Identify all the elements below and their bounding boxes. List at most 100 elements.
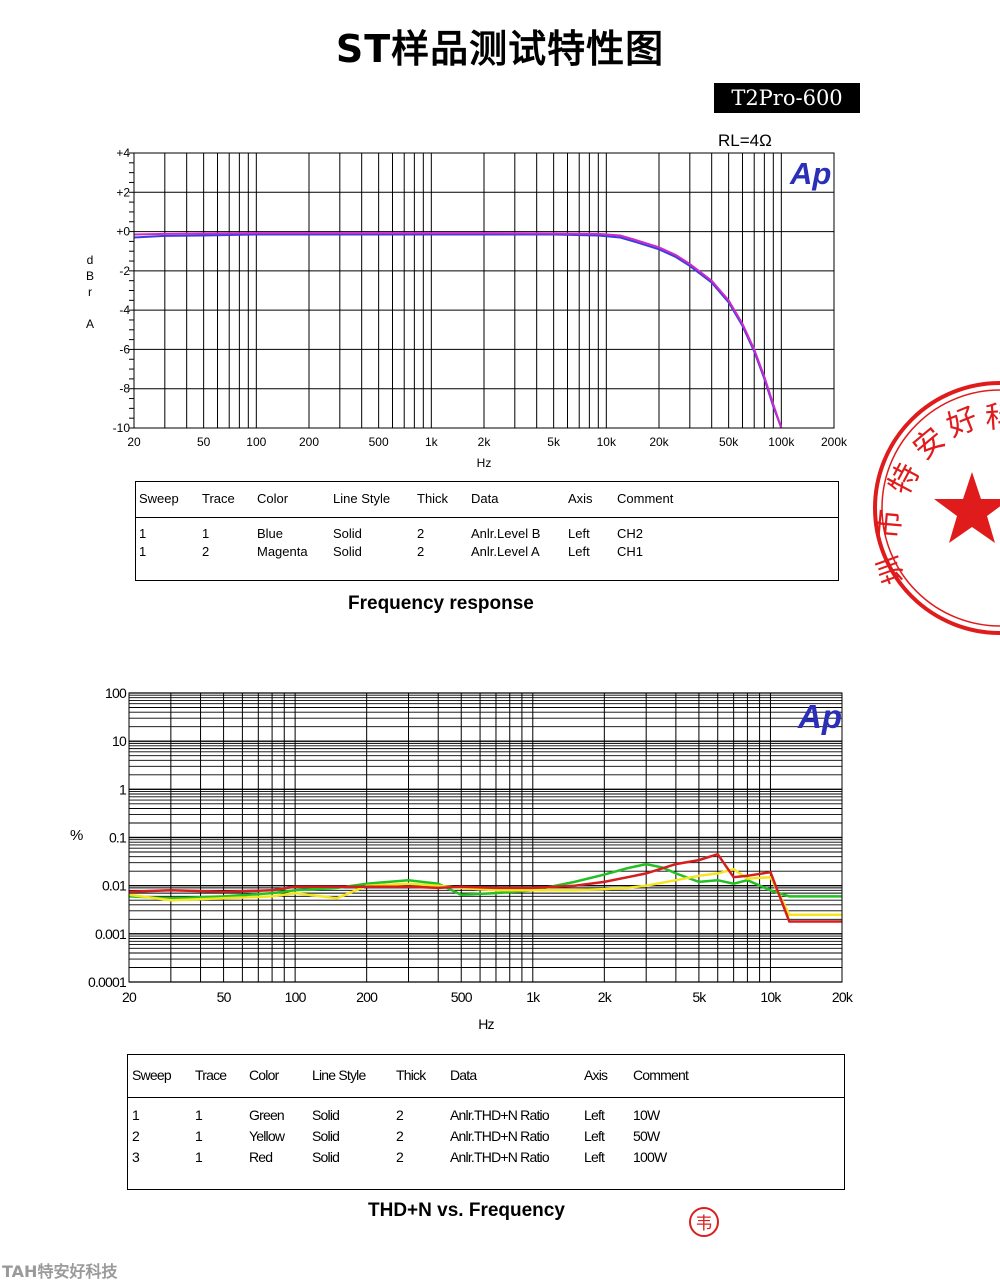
thd-x-axis-label: Hz bbox=[478, 1016, 494, 1032]
thd-x-tick-label: 1k bbox=[526, 989, 541, 1005]
thd-series-line-50w bbox=[128, 867, 842, 916]
fr-y-tick-label: -2 bbox=[119, 264, 130, 278]
thd-y-tick-label: 10 bbox=[112, 733, 127, 749]
fr-x-tick-label: 1k bbox=[425, 435, 439, 449]
fr-legend-header: Axis bbox=[568, 491, 593, 506]
thd-legend-header: Trace bbox=[195, 1067, 227, 1083]
fr-legend-cell: 2 bbox=[202, 544, 210, 559]
seal-star-icon bbox=[934, 472, 1000, 543]
thd-y-tick-label: 1 bbox=[119, 781, 127, 797]
thd-legend-cell: Left bbox=[584, 1107, 605, 1123]
thd-x-tick-label: 5k bbox=[692, 989, 707, 1005]
thd-legend-header: Line Style bbox=[312, 1067, 366, 1083]
thd-x-tick-label: 500 bbox=[451, 989, 473, 1005]
small-seal: 韦 bbox=[689, 1207, 719, 1237]
fr-legend-header: Color bbox=[257, 491, 289, 506]
seal-char: 特 bbox=[882, 458, 927, 501]
thd-legend-header: Comment bbox=[633, 1067, 689, 1083]
thd-legend-cell: Left bbox=[584, 1149, 605, 1165]
seal-char: 好 bbox=[942, 401, 983, 445]
thd-legend-cell: 1 bbox=[195, 1128, 203, 1144]
thd-legend-cell: Yellow bbox=[249, 1128, 285, 1144]
thd-x-tick-label: 100 bbox=[285, 989, 307, 1005]
seal-char: 圳 bbox=[871, 551, 912, 589]
page-title: ST样品测试特性图 bbox=[335, 27, 665, 71]
thd-legend-cell: 2 bbox=[396, 1149, 404, 1165]
thd-x-tick-label: 2k bbox=[598, 989, 613, 1005]
thd-legend-cell: 100W bbox=[633, 1149, 667, 1165]
fr-legend-header: Thick bbox=[417, 491, 449, 506]
fr-y-tick-label: -8 bbox=[119, 382, 130, 396]
thd-legend-cell: Red bbox=[249, 1149, 273, 1165]
fr-legend-cell: Anlr.Level B bbox=[471, 526, 541, 541]
fr-x-tick-label: 50k bbox=[719, 435, 739, 449]
fr-legend-cell: CH2 bbox=[617, 526, 644, 541]
thd-y-tick-label: 0.1 bbox=[109, 830, 127, 846]
seal-char: 市 bbox=[871, 508, 908, 541]
thd-tick-labels: 20 50 100 200 500 1k 2k 5k 10k 20k 100 10 1 0.1 0.01 0.… bbox=[88, 685, 855, 1005]
fr-legend-cell: 1 bbox=[139, 526, 147, 541]
thd-legend-header: Color bbox=[249, 1067, 279, 1083]
thd-x-tick-label: 200 bbox=[356, 989, 378, 1005]
fr-legend-header: Trace bbox=[202, 491, 235, 506]
model-tag: T2Pro-600 bbox=[714, 83, 860, 113]
thd-legend-cell: 1 bbox=[195, 1149, 203, 1165]
fr-y-axis-label: dBr A bbox=[86, 253, 94, 331]
fr-legend-cell: 2 bbox=[417, 544, 425, 559]
thd-y-tick-label: 0.001 bbox=[95, 926, 127, 942]
thd-legend-table: Sweep Trace Color Line Style Thick Data … bbox=[127, 1054, 845, 1190]
fr-x-axis-label: Hz bbox=[477, 456, 492, 470]
fr-series-line-ch1 bbox=[133, 232, 783, 429]
thd-legend-cell: 2 bbox=[132, 1128, 140, 1144]
fr-x-tick-label: 20 bbox=[127, 435, 141, 449]
thd-legend-cell: Green bbox=[249, 1107, 285, 1123]
fr-x-tick-label: 10k bbox=[597, 435, 617, 449]
thd-x-tick-label: 20k bbox=[832, 989, 854, 1005]
thd-legend-header: Thick bbox=[396, 1067, 426, 1083]
svg-text:韦: 韦 bbox=[696, 1214, 713, 1234]
fr-legend-cell: 1 bbox=[202, 526, 210, 541]
footer-brand: TAH特安好科技 bbox=[2, 1262, 118, 1281]
fr-legend-cell: 1 bbox=[139, 544, 147, 559]
fr-x-tick-label: 50 bbox=[197, 435, 211, 449]
fr-legend-header: Comment bbox=[617, 491, 674, 506]
thd-x-tick-label: 10k bbox=[760, 989, 782, 1005]
fr-legend-cell: Anlr.Level A bbox=[471, 544, 540, 559]
thd-ap-logo: Ap bbox=[797, 698, 842, 735]
fr-legend-cell: Magenta bbox=[257, 544, 308, 559]
thd-y-tick-label: 0.0001 bbox=[88, 974, 127, 990]
fr-series bbox=[133, 232, 783, 429]
fr-x-tick-label: 2k bbox=[478, 435, 492, 449]
fr-legend-table: Sweep Trace Color Line Style Thick Data … bbox=[135, 481, 839, 581]
fr-legend-cell: Left bbox=[568, 544, 590, 559]
thd-legend-cell: Anlr.THD+N Ratio bbox=[450, 1128, 550, 1144]
fr-y-label-char: r bbox=[88, 285, 92, 299]
thd-legend-cell: Left bbox=[584, 1128, 605, 1144]
fr-y-label-char: A bbox=[86, 317, 94, 331]
thd-legend-cell: Anlr.THD+N Ratio bbox=[450, 1149, 550, 1165]
fr-plot-frame bbox=[133, 152, 835, 429]
fr-legend-cell: Solid bbox=[333, 526, 362, 541]
thd-legend-cell: 2 bbox=[396, 1128, 404, 1144]
thd-plot-frame bbox=[128, 692, 843, 983]
thd-legend-cell: Anlr.THD+N Ratio bbox=[450, 1107, 550, 1123]
fr-legend-cell: Blue bbox=[257, 526, 284, 541]
thd-legend-cell: 1 bbox=[132, 1107, 140, 1123]
thd-y-tick-label: 100 bbox=[105, 685, 127, 701]
fr-y-label-char: d bbox=[87, 253, 94, 267]
fr-tick-labels: 20 50 100 200 500 1k 2k 5k 10k 20k 50k 100k 200k +4 +2… bbox=[113, 146, 848, 449]
fr-y-tick-label: -6 bbox=[119, 342, 130, 356]
fr-legend-header: Data bbox=[471, 491, 499, 506]
fr-load-annotation: RL=4Ω bbox=[718, 131, 772, 150]
fr-y-tick-label: -4 bbox=[119, 303, 130, 317]
thd-y-tick-label: 0.01 bbox=[102, 878, 127, 894]
thd-series-line-100w bbox=[128, 852, 842, 923]
thd-legend-cell: Solid bbox=[312, 1149, 340, 1165]
thd-series-line-10w bbox=[128, 862, 842, 900]
thd-legend-header: Data bbox=[450, 1067, 477, 1083]
thd-legend-cell: 50W bbox=[633, 1128, 660, 1144]
fr-x-tick-label: 100 bbox=[246, 435, 266, 449]
thd-legend-cell: Solid bbox=[312, 1128, 340, 1144]
fr-legend-header: Sweep bbox=[139, 491, 179, 506]
